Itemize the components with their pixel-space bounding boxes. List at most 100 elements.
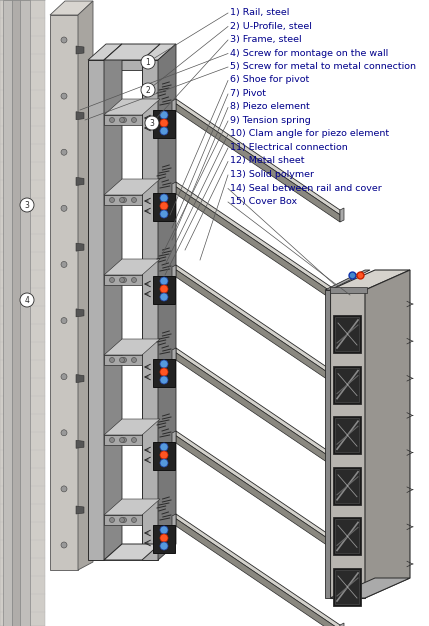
Circle shape <box>121 197 127 202</box>
Polygon shape <box>176 104 340 222</box>
Text: 4: 4 <box>24 296 30 305</box>
Polygon shape <box>176 436 340 554</box>
Polygon shape <box>88 44 122 60</box>
Text: 3: 3 <box>24 201 30 210</box>
Polygon shape <box>333 518 361 555</box>
Polygon shape <box>78 1 93 570</box>
Polygon shape <box>153 193 175 221</box>
Polygon shape <box>333 568 361 606</box>
Polygon shape <box>176 187 340 305</box>
Polygon shape <box>335 317 359 351</box>
Polygon shape <box>153 442 175 470</box>
Circle shape <box>120 357 124 362</box>
Polygon shape <box>333 467 361 505</box>
Polygon shape <box>20 0 30 626</box>
Polygon shape <box>172 514 176 528</box>
Polygon shape <box>335 469 359 503</box>
Polygon shape <box>104 355 142 365</box>
Circle shape <box>160 443 168 451</box>
Text: 15) Cover Box: 15) Cover Box <box>230 197 297 206</box>
Polygon shape <box>325 270 370 290</box>
Polygon shape <box>104 544 160 560</box>
Polygon shape <box>104 195 142 205</box>
Circle shape <box>160 194 168 202</box>
Circle shape <box>61 37 67 43</box>
Circle shape <box>141 83 155 97</box>
Circle shape <box>160 451 168 459</box>
Polygon shape <box>104 339 160 355</box>
Polygon shape <box>340 457 344 471</box>
Polygon shape <box>176 348 340 464</box>
Polygon shape <box>333 315 361 353</box>
Polygon shape <box>142 44 176 60</box>
Polygon shape <box>172 265 176 279</box>
Polygon shape <box>153 110 175 138</box>
Text: 14) Seal between rail and cover: 14) Seal between rail and cover <box>230 183 382 193</box>
Polygon shape <box>104 115 142 125</box>
Circle shape <box>121 357 127 362</box>
Polygon shape <box>172 431 176 445</box>
Circle shape <box>141 55 155 69</box>
Text: 12) Metal sheet: 12) Metal sheet <box>230 156 305 165</box>
Polygon shape <box>104 435 142 445</box>
Circle shape <box>109 518 115 523</box>
Circle shape <box>61 149 67 155</box>
Polygon shape <box>104 275 142 285</box>
Circle shape <box>160 210 168 218</box>
Polygon shape <box>76 243 84 251</box>
Circle shape <box>61 486 67 492</box>
Circle shape <box>160 368 168 376</box>
Circle shape <box>109 357 115 362</box>
Polygon shape <box>172 182 176 196</box>
Circle shape <box>20 198 34 212</box>
Polygon shape <box>153 276 175 304</box>
Polygon shape <box>176 519 340 626</box>
Circle shape <box>61 374 67 379</box>
Polygon shape <box>335 570 359 604</box>
Circle shape <box>61 317 67 324</box>
Text: 2) U-Profile, steel: 2) U-Profile, steel <box>230 21 312 31</box>
Polygon shape <box>340 623 344 626</box>
Polygon shape <box>176 270 340 388</box>
Text: 5) Screw for metal to metal connection: 5) Screw for metal to metal connection <box>230 62 416 71</box>
Polygon shape <box>176 265 340 381</box>
Circle shape <box>121 277 127 282</box>
Polygon shape <box>340 208 344 222</box>
Circle shape <box>121 518 127 523</box>
Polygon shape <box>76 440 84 448</box>
Circle shape <box>109 197 115 202</box>
Circle shape <box>160 111 168 119</box>
Polygon shape <box>88 60 104 560</box>
Text: 1: 1 <box>145 58 151 67</box>
Polygon shape <box>340 540 344 554</box>
Circle shape <box>121 118 127 123</box>
Text: 2: 2 <box>145 86 151 95</box>
Text: 10) Clam angle for piezo element: 10) Clam angle for piezo element <box>230 130 389 138</box>
Polygon shape <box>104 419 160 435</box>
Polygon shape <box>333 416 361 454</box>
Polygon shape <box>104 550 142 560</box>
Polygon shape <box>104 44 160 60</box>
Text: 13) Solid polymer: 13) Solid polymer <box>230 170 314 179</box>
Circle shape <box>121 438 127 443</box>
Circle shape <box>160 293 168 301</box>
Circle shape <box>160 534 168 542</box>
Circle shape <box>132 438 136 443</box>
Circle shape <box>20 293 34 307</box>
Polygon shape <box>104 99 160 115</box>
Circle shape <box>160 119 168 127</box>
Polygon shape <box>104 44 122 560</box>
Circle shape <box>160 285 168 293</box>
Polygon shape <box>104 179 160 195</box>
Polygon shape <box>176 182 340 298</box>
Polygon shape <box>340 291 344 305</box>
Circle shape <box>61 93 67 99</box>
Polygon shape <box>176 99 340 215</box>
Circle shape <box>160 542 168 550</box>
Polygon shape <box>176 431 340 546</box>
Circle shape <box>120 118 124 123</box>
Polygon shape <box>104 259 160 275</box>
Polygon shape <box>50 1 93 15</box>
Circle shape <box>61 542 67 548</box>
Circle shape <box>120 197 124 202</box>
